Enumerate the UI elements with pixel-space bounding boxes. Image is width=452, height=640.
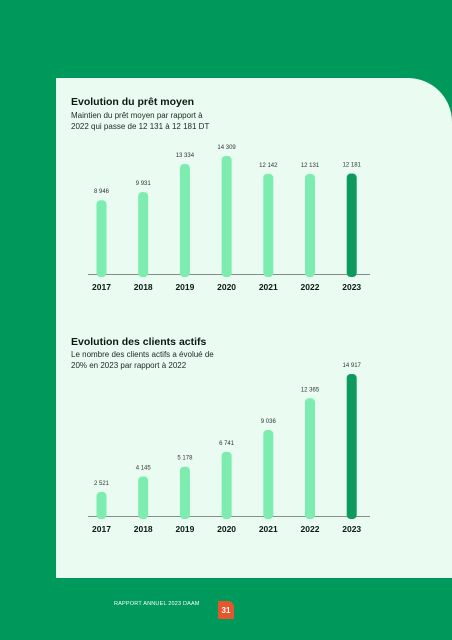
chart2-subtitle-line2: 20% en 2023 par rapport à 2022	[71, 361, 187, 370]
chart1-year-label: 2018	[134, 282, 153, 292]
chart2-value-label: 14 917	[343, 363, 362, 369]
chart1-bar-2019	[179, 164, 190, 277]
chart1-year-label: 2023	[342, 282, 361, 292]
chart1-bar-2018	[138, 192, 149, 277]
chart2-value-label: 6 741	[219, 441, 235, 447]
chart2-bar-2021	[263, 429, 274, 519]
chart1-title: Evolution du prêt moyen	[71, 96, 195, 108]
chart2-year-label: 2019	[175, 524, 194, 534]
chart2-value-label: 9 036	[261, 419, 277, 425]
chart2-value-label: 5 178	[177, 456, 193, 462]
page-number-badge: 31	[218, 601, 234, 619]
chart2-year-label: 2022	[301, 524, 320, 534]
chart1-subtitle-line1: Maintien du prêt moyen par rapport à	[71, 111, 203, 120]
chart2-value-label: 12 365	[301, 387, 320, 393]
chart1-year-label: 2021	[259, 282, 278, 292]
chart1-value-label: 12 142	[259, 163, 278, 169]
chart1-bar-2021	[263, 173, 274, 277]
chart1-bar-2017	[96, 200, 107, 277]
chart1-value-label: 12 131	[301, 163, 320, 169]
chart2-year-label: 2021	[259, 524, 278, 534]
chart2-year-label: 2020	[217, 524, 236, 534]
chart2-bar-chart: 2 521 2017 4 145 2018 5 178 2019 6 741 2020 9 03…	[88, 363, 370, 534]
chart1-value-label: 12 181	[343, 163, 362, 169]
chart1-year-label: 2019	[175, 282, 194, 292]
chart2-subtitle-line1: Le nombre des clients actifs a évolué de	[71, 350, 214, 359]
chart2-value-label: 2 521	[94, 481, 110, 487]
chart2-bar-2019	[179, 466, 190, 519]
chart1-bar-2020	[221, 156, 232, 277]
chart2-value-label: 4 145	[136, 466, 152, 472]
chart1-year-label: 2022	[301, 282, 320, 292]
chart1-value-label: 14 309	[217, 145, 236, 151]
chart1-year-label: 2020	[217, 282, 236, 292]
chart1-value-label: 9 931	[136, 181, 152, 187]
footer-report-title: RAPPORT ANNUEL 2023 DAAM	[114, 601, 200, 607]
chart1-value-label: 13 334	[176, 153, 195, 159]
chart2-bar-2020	[221, 451, 232, 519]
chart1-bar-2022	[305, 173, 315, 277]
chart2-year-label: 2018	[134, 524, 153, 534]
chart1-value-label: 8 946	[94, 189, 110, 195]
chart2-bar-2017	[96, 492, 107, 519]
chart1-bar-chart: 8 946 2017 9 931 2018 13 334 2019 14 309 2020 12…	[88, 145, 370, 292]
chart2-title: Evolution des clients actifs	[71, 336, 207, 348]
chart2-year-label: 2023	[342, 524, 361, 534]
chart1-subtitle-line2: 2022 qui passe de 12 131 à 12 181 DT	[71, 122, 210, 131]
chart2-year-label: 2017	[92, 524, 111, 534]
chart2-bar-2023	[346, 374, 357, 519]
chart1-year-label: 2017	[92, 282, 111, 292]
chart2-bar-2022	[305, 398, 315, 519]
chart1-bar-2023	[346, 173, 357, 277]
chart2-bar-2018	[138, 476, 149, 519]
report-card	[56, 78, 452, 578]
